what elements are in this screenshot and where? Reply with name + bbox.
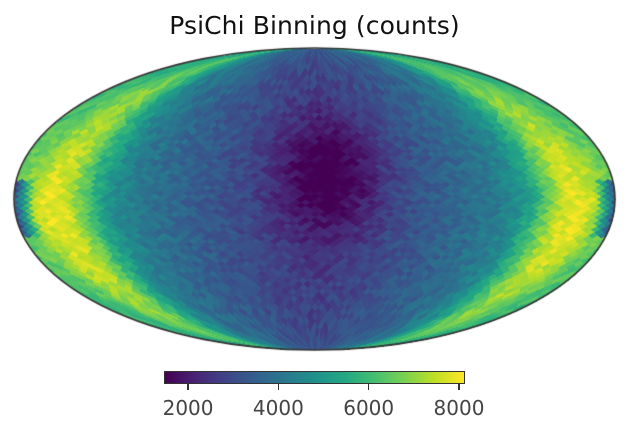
colorbar-tick: [187, 384, 189, 390]
colorbar-tick-label: 8000: [433, 396, 485, 420]
colorbar: [164, 371, 465, 384]
colorbar-tick: [277, 384, 280, 390]
colorbar-tick-label: 6000: [343, 396, 395, 420]
colorbar-tick: [367, 384, 370, 390]
colorbar-tick-label: 2000: [162, 396, 214, 420]
colorbar-tick: [458, 384, 460, 390]
colorbar-tick-label: 4000: [252, 396, 304, 420]
